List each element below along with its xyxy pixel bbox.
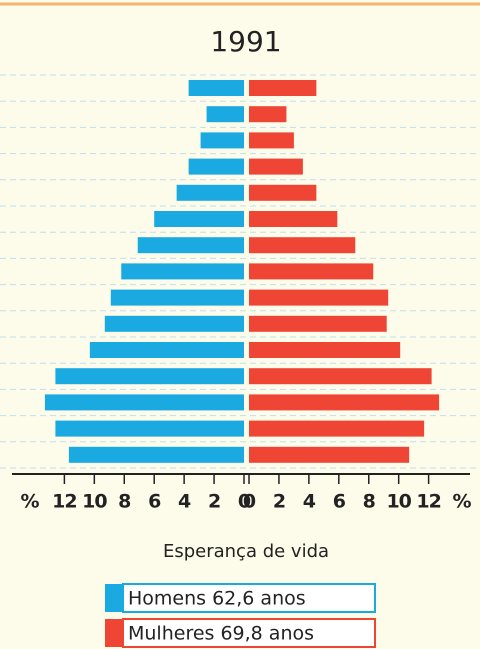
bar: [44, 394, 244, 411]
bar: [55, 420, 245, 437]
bar: [249, 184, 317, 201]
x-tick-label: 8: [363, 491, 376, 513]
x-tick-label: 0: [238, 491, 251, 513]
bar: [249, 420, 425, 437]
bar: [249, 80, 317, 96]
x-tick-label: 0: [243, 491, 256, 513]
bar: [249, 315, 387, 332]
bar: [188, 158, 244, 175]
bar: [249, 289, 389, 306]
bar: [55, 368, 245, 385]
x-tick-label: 10: [82, 491, 107, 513]
x-tick-label: 2: [273, 491, 285, 513]
legend-label: Mulheres 69,8 anos: [128, 623, 314, 645]
bar: [68, 446, 245, 463]
chart-title: 1991: [210, 25, 281, 58]
bar: [121, 263, 244, 280]
bar: [249, 394, 440, 411]
legend-label: Homens 62,6 anos: [128, 588, 306, 610]
bar: [89, 342, 244, 358]
x-tick-label: 10: [386, 491, 411, 513]
x-tick-label: 12: [52, 491, 76, 513]
legend-box: [122, 583, 376, 613]
axis-unit: %: [452, 491, 471, 513]
x-tick-label: 4: [178, 491, 191, 513]
x-tick-label: 12: [416, 491, 440, 513]
bar: [249, 132, 294, 149]
x-tick-label: 2: [208, 491, 220, 513]
bar: [137, 237, 244, 254]
bar: [249, 368, 432, 385]
bar: [110, 289, 244, 306]
bar: [206, 106, 244, 123]
bar: [249, 446, 410, 463]
bar: [249, 211, 338, 227]
bar: [249, 106, 287, 123]
x-tick-label: 6: [333, 491, 346, 513]
bar: [249, 263, 374, 280]
legend-box: [122, 618, 376, 648]
bar: [154, 211, 244, 227]
axis-unit: %: [20, 491, 39, 513]
bar: [200, 132, 244, 149]
bar: [249, 158, 303, 175]
bar: [176, 184, 244, 201]
bar: [249, 237, 356, 254]
x-axis-label: Esperança de vida: [163, 541, 329, 562]
bar: [249, 342, 401, 358]
legend-swatch: [105, 584, 123, 612]
bar: [104, 315, 244, 332]
x-tick-label: 4: [303, 491, 316, 513]
bar: [188, 80, 244, 96]
x-tick-label: 8: [118, 491, 131, 513]
x-tick-label: 6: [148, 491, 161, 513]
legend-swatch: [105, 619, 123, 647]
